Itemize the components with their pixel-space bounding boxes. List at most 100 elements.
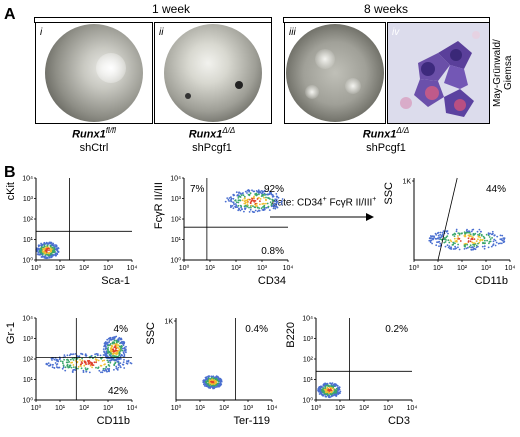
event-dot xyxy=(468,235,471,238)
photo-i: i xyxy=(35,22,153,124)
event-dot xyxy=(496,235,499,238)
event-dot xyxy=(55,366,58,368)
event-dot xyxy=(103,359,106,362)
event-dot xyxy=(248,211,251,213)
event-dot xyxy=(468,246,471,248)
event-dot xyxy=(104,341,107,343)
event-dot xyxy=(336,385,339,387)
event-dot xyxy=(499,234,502,237)
time-label-8-weeks: 8 weeks xyxy=(363,2,409,16)
event-dot xyxy=(109,343,112,345)
event-dot xyxy=(500,238,503,241)
event-dot xyxy=(454,247,457,250)
genotype-shrna: shPcgf1 xyxy=(366,141,406,154)
y-axis-label: Gr-1 xyxy=(5,322,17,344)
event-dot xyxy=(58,358,61,361)
bracket-1-week xyxy=(34,17,272,23)
event-dot xyxy=(466,243,469,246)
flow-plot-sca1-ckit: 10⁰ 10¹ 10² 10³ 10⁴ 10⁰ 10¹ 10² 10³ 10⁴ Sca-1 cKit xyxy=(5,176,137,288)
event-dot xyxy=(124,348,127,351)
event-dot xyxy=(228,200,230,202)
event-dot xyxy=(482,242,484,245)
event-dot xyxy=(122,344,125,347)
event-dot xyxy=(51,359,53,361)
event-dot xyxy=(71,353,73,356)
photo-ii: ii xyxy=(154,22,272,124)
genotype-gene: Runx1 xyxy=(72,128,106,141)
event-dot xyxy=(103,345,105,348)
event-dot xyxy=(334,385,337,387)
event-dot xyxy=(62,362,64,365)
event-dot xyxy=(37,251,40,253)
event-dot xyxy=(46,251,48,253)
x-tick-label: 10¹ xyxy=(55,265,66,272)
event-dot xyxy=(248,194,251,197)
event-dot xyxy=(49,250,52,253)
event-dot xyxy=(256,210,259,213)
event-dot xyxy=(434,232,437,235)
event-dot xyxy=(470,238,473,240)
event-dot xyxy=(232,197,235,200)
event-dot xyxy=(72,359,75,361)
event-dot xyxy=(258,191,261,194)
event-dot xyxy=(106,359,109,362)
y-tick-label: 10⁰ xyxy=(22,257,33,265)
photo-roman-label: iii xyxy=(289,27,296,38)
event-dot xyxy=(336,391,339,393)
event-dot xyxy=(84,361,87,364)
event-dot xyxy=(483,245,486,248)
event-dot xyxy=(125,345,127,348)
event-dot xyxy=(265,202,267,205)
event-dot xyxy=(445,236,448,239)
y-tick-label: 1K xyxy=(164,319,173,326)
event-dot xyxy=(113,368,115,371)
event-dot xyxy=(102,369,104,372)
event-dot xyxy=(41,255,44,258)
event-dot xyxy=(112,341,115,343)
event-dot xyxy=(220,379,223,382)
event-dot xyxy=(276,195,279,198)
event-dot xyxy=(477,235,480,238)
event-dot xyxy=(483,247,486,250)
event-dot xyxy=(215,384,218,386)
event-dot xyxy=(230,205,232,208)
event-dot xyxy=(275,198,278,201)
x-tick-label: 10⁰ xyxy=(311,404,322,412)
event-dot xyxy=(127,359,130,362)
event-dot xyxy=(489,238,492,240)
event-dot xyxy=(457,243,459,246)
event-dot xyxy=(226,197,229,199)
event-dot xyxy=(61,367,64,370)
x-tick-label: 10⁴ xyxy=(283,265,294,272)
event-dot xyxy=(109,361,112,364)
event-dot xyxy=(53,367,56,369)
event-dot xyxy=(77,367,79,370)
event-dot xyxy=(210,375,213,378)
event-dot xyxy=(56,249,59,251)
event-dot xyxy=(72,369,75,371)
event-dot xyxy=(491,237,493,239)
event-dot xyxy=(123,353,126,356)
event-dot xyxy=(44,255,46,258)
event-dot xyxy=(51,251,54,254)
event-dot xyxy=(232,202,235,204)
y-axis-label: SSC xyxy=(145,322,157,345)
event-dot xyxy=(467,246,469,249)
event-dot xyxy=(117,338,120,340)
event-dot xyxy=(325,384,328,387)
event-dot xyxy=(477,233,479,236)
event-dot xyxy=(110,359,113,362)
event-dot xyxy=(96,353,99,355)
gate-arrow xyxy=(270,213,374,221)
event-dot xyxy=(220,383,222,386)
event-dot xyxy=(53,358,56,361)
event-dot xyxy=(238,195,241,198)
event-dot xyxy=(56,253,59,256)
event-dot xyxy=(104,344,107,347)
event-dot xyxy=(338,386,341,388)
event-dot xyxy=(458,237,461,240)
event-dot xyxy=(208,386,210,389)
event-dot xyxy=(447,246,450,249)
event-dot xyxy=(66,363,69,366)
event-dot xyxy=(445,239,447,241)
